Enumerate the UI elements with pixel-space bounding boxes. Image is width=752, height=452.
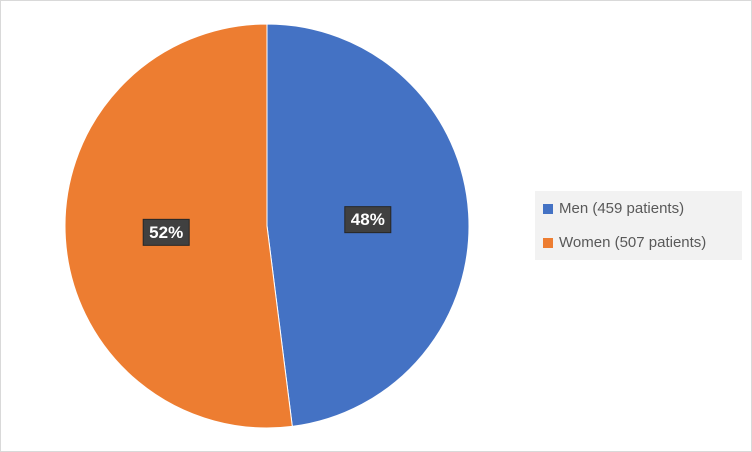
- legend-marker: [543, 204, 553, 214]
- legend-box: [535, 191, 742, 260]
- legend-label: Women (507 patients): [559, 234, 706, 251]
- data-label: 52%: [149, 223, 183, 242]
- legend-marker: [543, 238, 553, 248]
- data-label-box: [344, 206, 392, 234]
- legend-label: Men (459 patients): [559, 200, 684, 217]
- data-label: 48%: [351, 210, 385, 229]
- data-label-box: [142, 218, 190, 246]
